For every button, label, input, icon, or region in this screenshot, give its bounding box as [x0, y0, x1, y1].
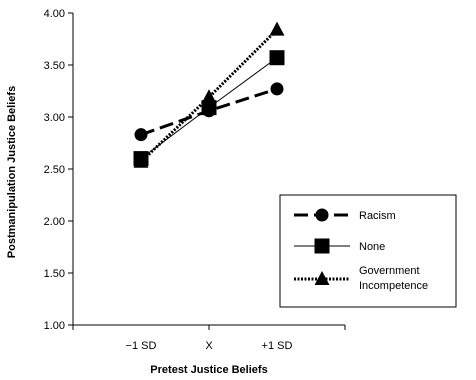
series-triangle — [133, 21, 285, 168]
x-tick-label: +1 SD — [262, 340, 293, 352]
data-point — [133, 153, 149, 168]
y-tick-label: 3.50 — [44, 60, 65, 72]
data-point — [201, 100, 217, 116]
plot-area: 1.00 1.50 2.00 2.50 3.00 3.50 4.00 −1 SD X +1 SD — [44, 8, 346, 352]
legend-label: Racism — [359, 210, 396, 222]
legend-swatch-marker — [315, 208, 329, 222]
legend-item: None — [294, 238, 385, 254]
data-point — [269, 21, 285, 36]
legend-items: Racism None Government Incompetence — [294, 208, 428, 292]
legend-label: Incompetence — [359, 280, 428, 292]
series-layer — [133, 21, 285, 168]
legend-label: Government — [359, 265, 420, 277]
x-axis-ticks: −1 SD X +1 SD — [72, 325, 346, 352]
series-line — [139, 28, 279, 163]
x-axis-title: Pretest Justice Beliefs — [150, 364, 267, 376]
y-tick-label: 1.50 — [44, 268, 65, 280]
data-point — [134, 128, 148, 142]
y-tick-label: 3.00 — [44, 112, 65, 124]
x-tick-label: X — [205, 340, 213, 352]
y-tick-label: 1.00 — [44, 320, 65, 332]
y-tick-label: 2.50 — [44, 164, 65, 176]
data-point — [201, 89, 217, 104]
legend-item: Racism — [294, 208, 396, 222]
legend: Racism None Government Incompetence — [279, 194, 457, 308]
legend-label: None — [359, 241, 385, 253]
y-tick-label: 4.00 — [44, 8, 65, 20]
x-tick-label: −1 SD — [126, 340, 157, 352]
y-tick-label: 2.00 — [44, 216, 65, 228]
legend-item: Government Incompetence — [294, 265, 428, 292]
data-point — [269, 50, 285, 66]
series-square — [133, 50, 285, 167]
legend-swatch-marker — [314, 271, 330, 285]
data-point — [270, 82, 284, 96]
y-axis-ticks: 1.00 1.50 2.00 2.50 3.00 3.50 4.00 — [44, 8, 73, 332]
y-axis-title: Postmanipulation Justice Beliefs — [6, 86, 18, 258]
legend-box — [279, 194, 457, 308]
legend-swatch-marker — [314, 238, 330, 254]
